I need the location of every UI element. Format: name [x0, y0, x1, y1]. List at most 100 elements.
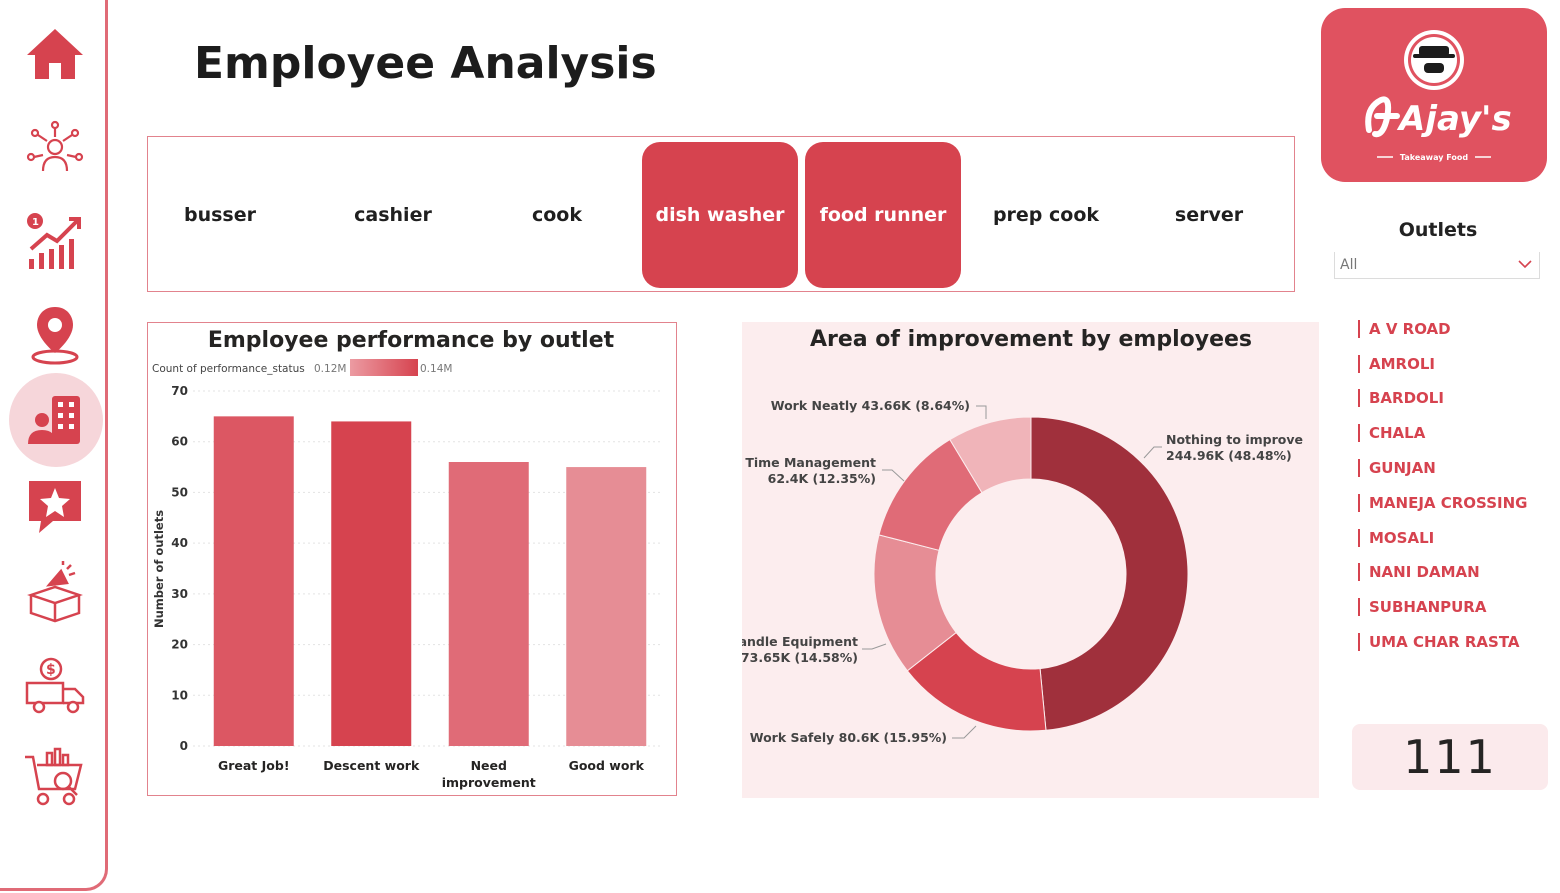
outlet-marker	[1358, 389, 1360, 407]
outlet-label: GUNJAN	[1369, 459, 1436, 477]
donut-slice	[1030, 416, 1189, 731]
leader-line	[976, 405, 987, 419]
slice-value-label: 73.65K (14.58%)	[742, 650, 858, 665]
x-tick-label: Descent work	[323, 758, 420, 773]
donut-slice	[949, 416, 1032, 494]
outlet-label: SUBHANPURA	[1369, 598, 1487, 616]
outlet-marker	[1358, 459, 1360, 477]
role-busser[interactable]: busser	[183, 204, 256, 226]
x-tick-label-line: Great Job!	[218, 758, 290, 773]
y-tick-label: 30	[171, 587, 188, 601]
outlet-item[interactable]: A V ROAD	[1358, 318, 1451, 340]
role-cook[interactable]: cook	[531, 204, 582, 226]
performance-bar-chart-panel: Employee performance by outlet Count of p…	[147, 322, 677, 796]
outlet-marker	[1358, 598, 1360, 616]
y-axis-label: Number of outlets	[152, 510, 166, 628]
x-tick-label: Good work	[569, 758, 645, 773]
role-prep-cook[interactable]: prep cook	[992, 204, 1100, 226]
slice-label: Work Safely 80.6K (15.95%)	[750, 730, 947, 745]
leader-line	[882, 469, 905, 482]
leader-line	[862, 643, 887, 650]
outlet-label: BARDOLI	[1369, 389, 1444, 407]
x-tick-label-line: Need	[471, 758, 507, 773]
slice-value-label: 244.96K (48.48%)	[1166, 448, 1292, 463]
outlet-item[interactable]: NANI DAMAN	[1358, 561, 1480, 583]
outlet-item[interactable]: MANEJA CROSSING	[1358, 492, 1527, 514]
x-tick-label-line: improvement	[442, 775, 536, 790]
outlet-item[interactable]: CHALA	[1358, 422, 1425, 444]
legend-gradient-bar	[350, 359, 418, 376]
x-tick-label: Need improvement	[442, 758, 536, 790]
logo-tagline: Takeaway Food	[1400, 153, 1468, 162]
bar	[331, 421, 412, 746]
x-tick-label-line: Good work	[569, 758, 645, 773]
outlet-marker	[1358, 320, 1360, 338]
bar	[448, 462, 529, 746]
outlet-label: CHALA	[1369, 424, 1426, 442]
nav-employees[interactable]	[9, 373, 103, 467]
y-tick-label: 40	[171, 536, 188, 550]
nav-locations[interactable]	[10, 290, 100, 380]
improvement-donut-chart: Area of improvement by employees Nothing …	[728, 327, 1303, 745]
outlet-item[interactable]: MOSALI	[1358, 527, 1434, 549]
outlet-item[interactable]: GUNJAN	[1358, 457, 1436, 479]
growth-chart-icon: 1	[27, 213, 81, 269]
outlet-item[interactable]: BARDOLI	[1358, 387, 1444, 409]
sidebar-nav: 1	[0, 0, 108, 891]
leader-line	[1143, 446, 1162, 459]
bar	[566, 467, 647, 746]
nav-sales[interactable]: 1	[10, 196, 100, 286]
kpi-value: 111	[1403, 730, 1497, 784]
legend-max-label: 0.14M	[420, 363, 452, 375]
page-title: Employee Analysis	[194, 38, 657, 89]
y-tick-label: 10	[171, 688, 188, 702]
outlet-marker	[1358, 494, 1360, 512]
outlet-item[interactable]: AMROLI	[1358, 353, 1435, 375]
slice-label: Time Management	[745, 455, 876, 470]
y-tick-label: 20	[171, 638, 188, 652]
location-pin-icon	[31, 307, 79, 365]
home-icon	[27, 29, 83, 79]
outlet-label: AMROLI	[1369, 355, 1435, 373]
svg-text:$: $	[46, 662, 56, 678]
role-slicer: busser cashier cook dish washer food run…	[147, 136, 1295, 292]
slice-label: Handle Equipment	[742, 634, 858, 649]
performance-bar-chart: Employee performance by outlet Count of p…	[152, 328, 663, 790]
nav-marketing[interactable]	[10, 548, 100, 638]
y-tick-label: 60	[171, 435, 188, 449]
nav-customers[interactable]	[10, 106, 100, 196]
outlet-label: UMA CHAR RASTA	[1369, 633, 1520, 651]
outlet-item[interactable]: UMA CHAR RASTA	[1358, 631, 1520, 653]
outlets-dropdown[interactable]: All	[1334, 252, 1540, 279]
network-person-icon	[26, 120, 84, 172]
nav-home[interactable]	[10, 10, 100, 100]
outlet-label: MOSALI	[1369, 529, 1435, 547]
chevron-down-icon	[1518, 260, 1532, 269]
role-server[interactable]: server	[1174, 204, 1244, 226]
outlet-marker	[1358, 424, 1360, 442]
x-tick-label: Great Job!	[218, 758, 290, 773]
outlet-label: A V ROAD	[1369, 320, 1451, 338]
bar	[213, 416, 294, 746]
outlet-marker	[1358, 633, 1360, 651]
chart-title: Area of improvement by employees	[810, 327, 1252, 352]
role-dish-washer[interactable]: dish washer	[642, 142, 798, 288]
slice-label: Nothing to improve	[1166, 432, 1303, 447]
x-tick-label-line: Descent work	[323, 758, 420, 773]
kpi-card: 111	[1352, 724, 1548, 790]
svg-text:1: 1	[32, 217, 39, 228]
nav-inventory[interactable]	[10, 734, 100, 824]
employee-building-icon	[28, 396, 80, 444]
outlet-label: NANI DAMAN	[1369, 563, 1480, 581]
nav-delivery[interactable]: $	[10, 642, 100, 732]
marketing-box-icon	[27, 561, 83, 623]
outlet-marker	[1358, 355, 1360, 373]
y-tick-label: 50	[171, 485, 188, 499]
y-tick-label: 0	[180, 739, 188, 753]
nav-reviews[interactable]	[10, 462, 100, 552]
logo-mark: Ajay's Takeaway Food	[1365, 30, 1512, 162]
role-food-runner[interactable]: food runner	[805, 142, 961, 288]
slice-value-label: 62.4K (12.35%)	[768, 471, 876, 486]
role-cashier[interactable]: cashier	[354, 204, 432, 226]
outlet-item[interactable]: SUBHANPURA	[1358, 596, 1486, 618]
